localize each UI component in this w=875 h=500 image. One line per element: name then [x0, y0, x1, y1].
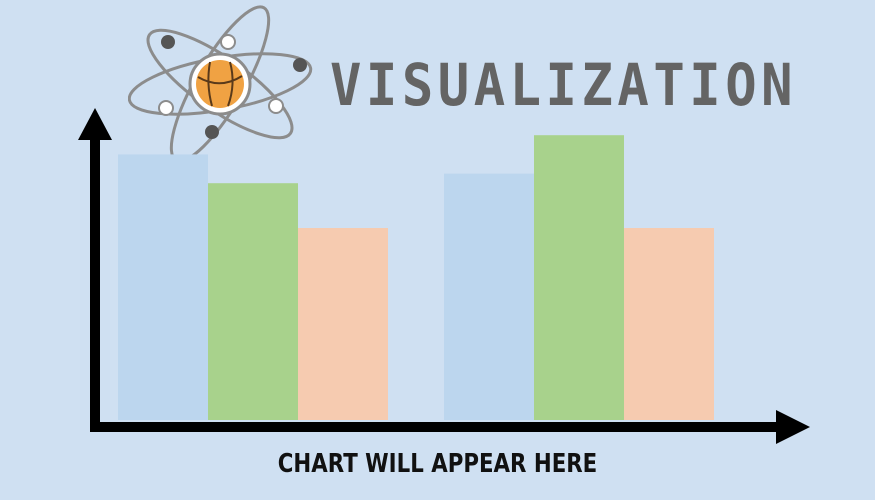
page-title: VISUALIZATION	[330, 51, 798, 119]
placeholder-bar	[208, 183, 298, 420]
placeholder-bar	[444, 173, 534, 420]
placeholder-bar	[118, 154, 208, 420]
placeholder-bar	[534, 135, 624, 420]
x-axis-arrowhead-icon	[776, 410, 810, 444]
chart-axes	[78, 108, 810, 444]
placeholder-bar	[624, 228, 714, 420]
y-axis-arrowhead-icon	[78, 108, 112, 140]
placeholder-caption: CHART WILL APPEAR HERE	[277, 449, 598, 479]
atom-logo-icon	[128, 5, 313, 163]
placeholder-bars	[118, 135, 714, 420]
placeholder-bar	[298, 228, 388, 420]
